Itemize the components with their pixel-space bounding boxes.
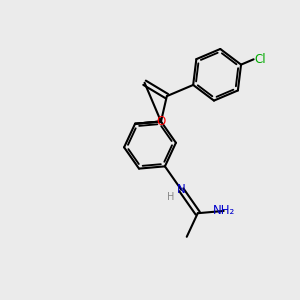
Text: Cl: Cl — [255, 53, 266, 66]
Text: NH₂: NH₂ — [212, 205, 235, 218]
Text: N: N — [177, 183, 186, 196]
Text: H: H — [167, 192, 174, 202]
Text: O: O — [156, 115, 166, 128]
